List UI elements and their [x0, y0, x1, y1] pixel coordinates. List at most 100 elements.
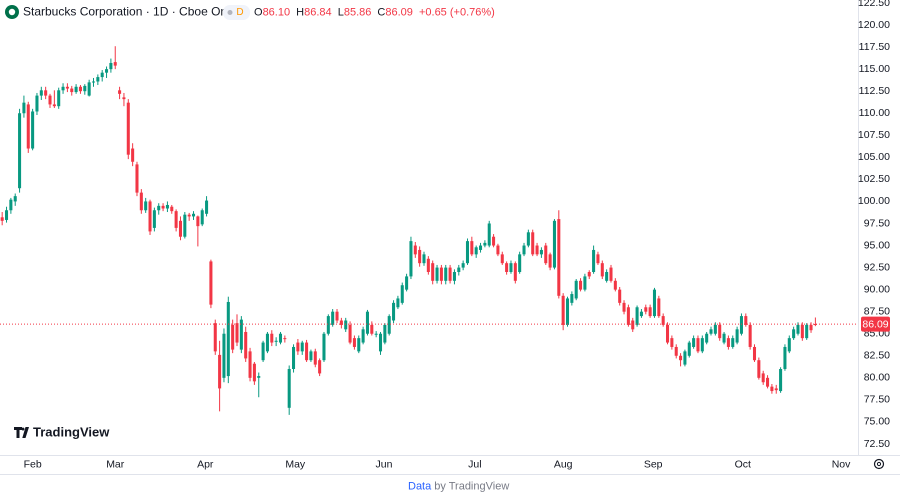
candle-body [335, 311, 339, 321]
candle-body [187, 214, 191, 217]
candle-body [296, 342, 300, 352]
settings-icon[interactable] [873, 458, 885, 470]
candle-body [526, 232, 530, 246]
candle-body [444, 267, 448, 281]
y-tick-label: 90.00 [864, 283, 890, 295]
ohlc-key: O [254, 6, 263, 18]
candle-body [274, 340, 278, 342]
candle-body [392, 302, 396, 321]
symbol-logo-inner [8, 8, 16, 16]
footer-data[interactable]: Data [408, 480, 432, 492]
candle-body [226, 301, 230, 377]
candle-body [318, 360, 322, 374]
candle-body [505, 263, 509, 272]
candle-body [648, 307, 652, 317]
settings-center[interactable] [876, 461, 882, 467]
candle-body [713, 324, 717, 334]
candle-body [378, 333, 383, 352]
candle-body [531, 232, 535, 255]
x-tick-label: Apr [197, 458, 214, 470]
candle-body [135, 164, 139, 193]
candle-body [509, 263, 513, 272]
candle-body [205, 200, 209, 214]
logo-box [8, 420, 102, 446]
candle-body [31, 111, 35, 149]
candle-body [5, 210, 9, 220]
interval-badge [223, 5, 250, 20]
candle-body [139, 192, 143, 211]
candle-body [213, 323, 217, 352]
candle-body [813, 324, 817, 326]
candle-body [113, 62, 117, 66]
change: +0.65 (+0.76%) [419, 6, 495, 18]
candle-body [487, 223, 491, 246]
candle-body [244, 331, 248, 359]
candle-body [344, 320, 348, 330]
ohlc-key: L [338, 6, 344, 18]
candle-body [535, 245, 539, 255]
candle-body [413, 245, 417, 255]
candle-body [170, 206, 174, 212]
candle-body [596, 254, 600, 264]
candle-body [65, 86, 69, 89]
candle-body [652, 289, 657, 317]
candle-body [435, 267, 439, 281]
candle-body [191, 213, 196, 217]
candle-body [26, 104, 30, 149]
candle-body [422, 254, 426, 264]
settings-ring[interactable] [873, 458, 885, 470]
badge-dot [227, 10, 233, 15]
candle-body [679, 355, 683, 361]
candle-body [396, 298, 400, 308]
y-tick-label: 120.00 [858, 19, 890, 31]
candle-body [518, 254, 522, 272]
candle-body [22, 102, 26, 114]
candle-body [744, 316, 748, 325]
candle-body [387, 316, 391, 334]
x-tick-label: Nov [832, 458, 851, 470]
candle-body [661, 316, 665, 325]
candle-body [196, 216, 200, 227]
plot-area [0, 46, 858, 415]
candle-body [579, 280, 583, 290]
y-tick-label: 82.50 [864, 350, 890, 362]
candle-body [39, 90, 43, 96]
x-tick-label: May [285, 458, 306, 470]
logo-text: TradingView [33, 424, 110, 439]
candle-body [513, 263, 517, 281]
candle-body [109, 62, 113, 70]
y-tick-label: 77.50 [864, 394, 890, 406]
candle-body [439, 267, 443, 281]
candle-body [770, 386, 774, 392]
ohlc-value: 86.09 [385, 6, 413, 18]
footer: Data by TradingView [408, 480, 509, 492]
last-price-box [861, 316, 890, 332]
candle-body [405, 276, 409, 290]
candle-body [200, 210, 204, 225]
candle-body [483, 242, 487, 246]
candle-body [796, 324, 800, 334]
candle-body [666, 324, 670, 343]
candle-body [70, 88, 74, 93]
candle-body [683, 351, 687, 365]
x-tick-label: Mar [106, 458, 125, 470]
candle-body [766, 377, 770, 387]
candle-body [152, 210, 156, 228]
candle-body [261, 342, 265, 361]
candle-body [52, 104, 56, 107]
candle-body [126, 102, 130, 155]
candle-body [522, 245, 526, 255]
candle-body [461, 263, 465, 268]
candle-body [805, 324, 809, 339]
candle-body [278, 333, 283, 343]
ohlc-value: 86.84 [304, 6, 332, 18]
candle-body [165, 204, 169, 209]
candle-body [644, 307, 648, 312]
candle-body [13, 196, 17, 202]
candle-body [383, 324, 387, 343]
y-tick-label: 100.00 [858, 195, 890, 207]
candle-body [705, 333, 709, 343]
candle-body [18, 113, 22, 189]
y-tick-label: 105.00 [858, 151, 890, 163]
candle-body [565, 298, 570, 325]
